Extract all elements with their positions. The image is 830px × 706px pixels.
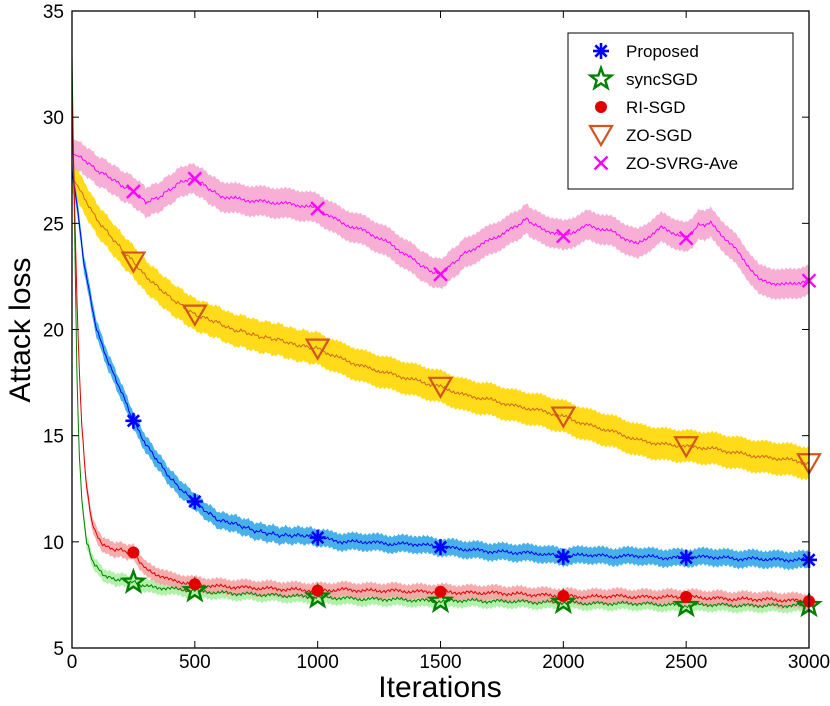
marker-zo-svrg-ave xyxy=(555,228,571,244)
legend-label: ZO-SGD xyxy=(626,126,692,145)
marker-ri-sgd xyxy=(434,585,447,598)
x-tick-label: 1000 xyxy=(297,652,339,673)
y-tick-labels: 5 10 15 20 25 30 35 xyxy=(43,2,64,660)
x-tick-label: 3000 xyxy=(788,652,830,673)
marker-ri-sgd xyxy=(557,589,570,602)
marker-proposed xyxy=(125,412,142,429)
marker-zo-sgd xyxy=(181,304,208,327)
marker-zo-svrg-ave xyxy=(187,171,203,187)
legend-label: ZO-SVRG-Ave xyxy=(626,154,738,173)
legend-marker-ri-sgd xyxy=(595,101,607,113)
x-tick-label: 2500 xyxy=(665,652,707,673)
y-tick-label: 5 xyxy=(53,639,64,660)
legend-marker-proposed xyxy=(593,43,609,59)
y-tick-label: 30 xyxy=(43,108,64,129)
marker-proposed xyxy=(432,539,449,556)
y-tick-label: 20 xyxy=(43,321,64,342)
marker-zo-svrg-ave xyxy=(310,201,326,216)
legend-label: RI-SGD xyxy=(626,98,686,117)
marker-zo-sgd xyxy=(673,436,700,459)
band-zo-svrg-ave xyxy=(72,138,809,301)
legend-label: syncSGD xyxy=(626,70,698,89)
marker-zo-sgd xyxy=(120,251,147,274)
marker-syncsgd xyxy=(303,582,332,609)
axis-ticks xyxy=(71,10,810,649)
y-tick-label: 15 xyxy=(43,427,64,448)
x-axis-label: Iterations xyxy=(378,671,501,704)
marker-zo-sgd xyxy=(427,376,454,400)
y-tick-label: 10 xyxy=(43,533,64,554)
marker-ri-sgd xyxy=(127,546,140,559)
marker-zo-sgd xyxy=(304,338,331,361)
y-tick-label: 35 xyxy=(43,2,64,23)
marker-zo-sgd xyxy=(550,406,577,429)
x-tick-label: 500 xyxy=(179,652,211,673)
y-axis-label: Attack loss xyxy=(4,257,37,402)
x-tick-labels: 0 500 1000 1500 2000 2500 3000 xyxy=(67,652,830,673)
marker-zo-svrg-ave xyxy=(126,184,141,199)
marker-proposed xyxy=(678,549,695,566)
marker-syncsgd xyxy=(181,576,209,603)
marker-zo-svrg-ave xyxy=(678,230,694,246)
marker-ri-sgd xyxy=(680,591,693,604)
marker-ri-sgd xyxy=(311,584,324,597)
x-tick-label: 1500 xyxy=(419,652,461,673)
marker-syncsgd xyxy=(672,590,700,618)
band-zo-sgd xyxy=(72,160,809,481)
marker-ri-sgd xyxy=(188,578,201,591)
marker-proposed xyxy=(309,529,326,546)
legend-box xyxy=(567,32,794,190)
marker-syncsgd xyxy=(549,587,578,615)
legend-label: Proposed xyxy=(626,42,699,61)
marker-proposed xyxy=(555,548,572,565)
legend: Proposed syncSGD RI-SGD ZO-SGD ZO-SVRG-Ave xyxy=(567,32,794,190)
x-tick-label: 2000 xyxy=(542,652,584,673)
marker-zo-svrg-ave xyxy=(433,266,448,282)
legend-marker-syncsgd xyxy=(587,64,615,91)
confidence-bands xyxy=(72,47,809,615)
marker-syncsgd xyxy=(426,586,455,614)
marker-proposed xyxy=(186,493,203,510)
y-tick-label: 25 xyxy=(43,214,64,235)
x-tick-label: 0 xyxy=(67,652,78,673)
legend-marker-zo-sgd xyxy=(588,124,614,148)
marker-syncsgd xyxy=(119,567,148,594)
legend-marker-zo-svrg-ave xyxy=(593,155,609,171)
